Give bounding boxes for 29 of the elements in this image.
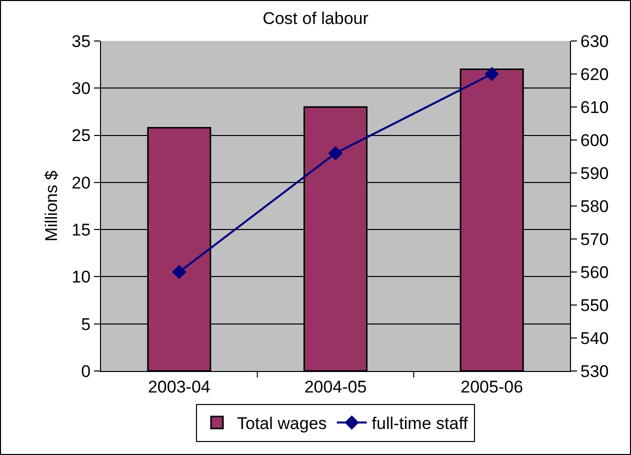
point xyxy=(484,66,499,82)
y2-tick-label: 600 xyxy=(580,130,609,150)
chart-title: Cost of labour xyxy=(262,9,369,28)
y-tick-label: 20 xyxy=(72,173,91,192)
y-tick-label: 35 xyxy=(72,32,91,51)
y-tick-label: 15 xyxy=(72,220,91,240)
y-tick-label: 10 xyxy=(72,268,91,287)
y-tick-label: 5 xyxy=(81,314,91,334)
x-tick-label: 2005-06 xyxy=(460,377,524,396)
y-tick-label: 25 xyxy=(72,126,91,146)
y2-tick-label: 610 xyxy=(580,98,609,117)
y-tick-label: 30 xyxy=(72,79,91,98)
legend-label: full-time staff xyxy=(372,414,468,434)
y2-tick-label: 580 xyxy=(580,196,609,216)
x-tick-label: 2004-05 xyxy=(304,377,367,396)
y2-tick-label: 560 xyxy=(580,262,609,282)
x-tick-label: 2003-04 xyxy=(148,377,210,396)
y2-tick-label: 530 xyxy=(580,362,609,381)
y2-tick-label: 540 xyxy=(580,328,609,348)
y2-tick-label: 590 xyxy=(580,164,609,183)
y2-tick-label: 620 xyxy=(580,64,609,84)
point xyxy=(328,146,343,160)
y-tick-label: 0 xyxy=(81,362,91,381)
legend-label: Total wages xyxy=(237,414,327,434)
point xyxy=(172,264,186,280)
y-axis-title: Millions $ xyxy=(42,170,61,242)
y2-tick-label: 570 xyxy=(580,230,609,249)
y2-tick-label: 630 xyxy=(580,32,609,51)
y2-tick-label: 550 xyxy=(580,296,609,315)
